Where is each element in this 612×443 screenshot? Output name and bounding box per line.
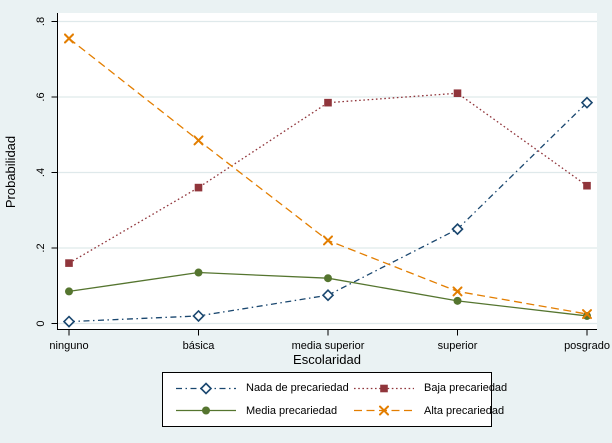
x-axis-title: Escolaridad (293, 352, 361, 367)
series-line-1 (68, 92, 588, 264)
square-marker (65, 259, 73, 267)
legend-line-sample (354, 405, 414, 416)
diamond-marker (580, 96, 594, 109)
x-marker (582, 309, 592, 320)
circle-marker (453, 296, 462, 305)
x-tick-label: media superior (292, 340, 365, 352)
y-tick-label: .4 (35, 168, 47, 177)
series-markers-1 (65, 89, 591, 267)
square-marker (453, 89, 462, 98)
legend-label: Baja precariedad (424, 382, 508, 395)
x-marker (452, 286, 463, 297)
diamond-marker (192, 309, 205, 323)
y-axis-title: Probabilidad (3, 136, 18, 208)
legend: Nada de precariedad Baja precariedad Med… (162, 372, 507, 427)
diamond-marker (62, 315, 76, 328)
x-marker (193, 135, 204, 146)
x-tick-label: superior (438, 340, 478, 352)
legend-line-sample (354, 384, 414, 393)
series-markers-0 (62, 96, 594, 328)
square-marker (583, 181, 591, 190)
series-markers-2 (65, 268, 591, 320)
legend-entry-nada: Nada de precariedad (175, 382, 353, 395)
legend-entry-alta: Alta precariedad (353, 404, 507, 417)
y-tick-label: 0 (35, 320, 47, 326)
y-tick-label: .6 (35, 92, 47, 101)
legend-line-sample (176, 382, 236, 395)
circle-marker (583, 311, 591, 320)
circle-marker (194, 268, 203, 277)
legend-entry-media: Media precariedad (175, 404, 353, 417)
x-tick-label: posgrado (564, 340, 610, 352)
legend-label: Media precariedad (246, 404, 338, 417)
x-tick-label: ninguno (49, 340, 88, 352)
series-markers-3 (64, 33, 592, 320)
x-marker (323, 235, 333, 246)
diamond-marker (199, 382, 213, 395)
circle-marker (202, 406, 210, 415)
legend-label: Nada de precariedad (246, 382, 349, 395)
square-marker (194, 183, 203, 192)
x-tick-label: básica (183, 340, 216, 352)
diamond-marker (321, 289, 335, 302)
legend-label: Alta precariedad (424, 404, 505, 417)
y-tick-label: .2 (35, 243, 47, 252)
square-marker (380, 384, 388, 393)
x-marker (379, 405, 389, 416)
x-marker (64, 33, 74, 44)
circle-marker (324, 274, 332, 283)
circle-marker (65, 287, 73, 296)
diamond-marker (451, 222, 464, 236)
y-tick-label: .8 (35, 17, 47, 26)
legend-entry-baja: Baja precariedad (353, 382, 507, 395)
series-line-0 (68, 102, 588, 323)
legend-line-sample (176, 406, 236, 415)
square-marker (324, 98, 332, 107)
